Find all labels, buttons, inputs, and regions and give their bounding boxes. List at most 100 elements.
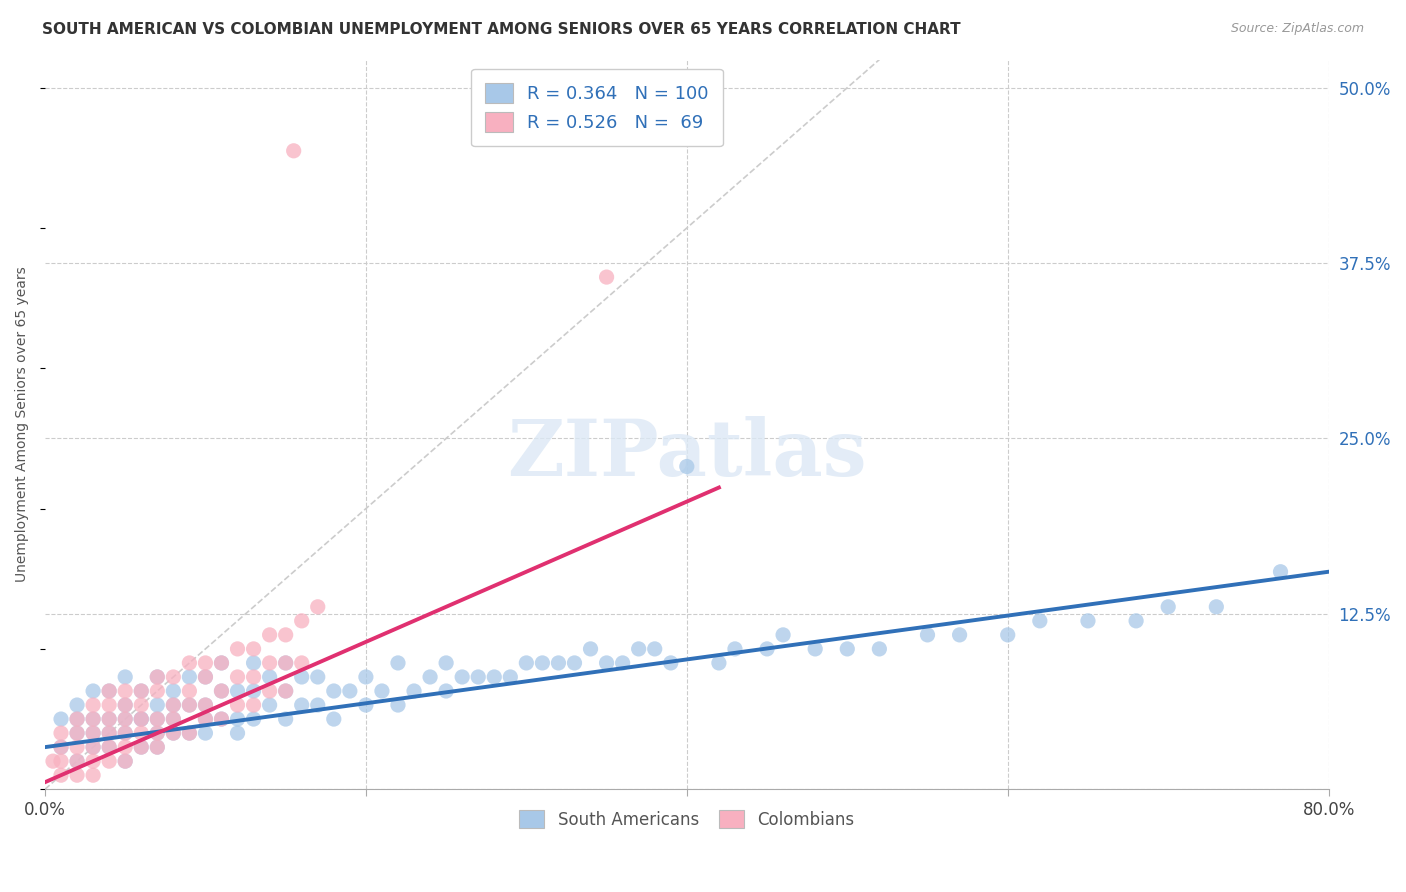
Point [114, 712, 136, 726]
Point [387, 656, 409, 670]
Point [98, 698, 121, 712]
Point [434, 684, 457, 698]
Point [595, 656, 617, 670]
Point [339, 684, 361, 698]
Point [49, 726, 72, 740]
Point [307, 698, 329, 712]
Point [291, 656, 314, 670]
Point [274, 712, 297, 726]
Point [179, 698, 201, 712]
Point [659, 656, 682, 670]
Point [354, 670, 377, 684]
Point [82, 740, 104, 755]
Point [307, 670, 329, 684]
Point [211, 656, 233, 670]
Point [1125, 614, 1147, 628]
Point [82, 726, 104, 740]
Point [226, 726, 249, 740]
Point [837, 641, 859, 656]
Point [259, 656, 281, 670]
Point [114, 726, 136, 740]
Point [434, 656, 457, 670]
Point [194, 698, 217, 712]
Point [66, 726, 89, 740]
Point [724, 641, 747, 656]
Point [146, 698, 169, 712]
Point [707, 656, 730, 670]
Point [242, 670, 264, 684]
Point [162, 698, 184, 712]
Point [1270, 565, 1292, 579]
Point [259, 698, 281, 712]
Point [49, 740, 72, 755]
Point [129, 684, 152, 698]
Point [259, 670, 281, 684]
Point [49, 768, 72, 782]
Point [499, 670, 522, 684]
Point [226, 712, 249, 726]
Point [146, 684, 169, 698]
Point [579, 641, 602, 656]
Point [146, 712, 169, 726]
Point [274, 684, 297, 698]
Point [98, 740, 121, 755]
Point [98, 684, 121, 698]
Point [66, 698, 89, 712]
Point [211, 712, 233, 726]
Point [114, 726, 136, 740]
Point [146, 740, 169, 755]
Point [162, 726, 184, 740]
Point [179, 684, 201, 698]
Point [179, 726, 201, 740]
Point [66, 712, 89, 726]
Point [291, 698, 314, 712]
Point [259, 684, 281, 698]
Point [307, 599, 329, 614]
Point [595, 270, 617, 285]
Point [66, 754, 89, 768]
Point [49, 754, 72, 768]
Point [129, 698, 152, 712]
Point [129, 740, 152, 755]
Point [129, 712, 152, 726]
Point [194, 712, 217, 726]
Point [259, 628, 281, 642]
Point [98, 684, 121, 698]
Point [675, 459, 697, 474]
Point [242, 656, 264, 670]
Point [129, 726, 152, 740]
Point [772, 628, 794, 642]
Point [98, 712, 121, 726]
Point [211, 684, 233, 698]
Point [322, 684, 344, 698]
Point [114, 754, 136, 768]
Point [82, 698, 104, 712]
Point [162, 712, 184, 726]
Point [146, 740, 169, 755]
Point [612, 656, 634, 670]
Point [242, 698, 264, 712]
Point [146, 712, 169, 726]
Point [129, 684, 152, 698]
Point [66, 768, 89, 782]
Point [66, 712, 89, 726]
Point [242, 684, 264, 698]
Point [274, 628, 297, 642]
Point [226, 641, 249, 656]
Point [291, 614, 314, 628]
Point [162, 684, 184, 698]
Point [146, 726, 169, 740]
Point [547, 656, 569, 670]
Point [226, 684, 249, 698]
Point [644, 641, 666, 656]
Point [283, 144, 305, 158]
Point [194, 698, 217, 712]
Point [66, 740, 89, 755]
Point [194, 670, 217, 684]
Point [49, 712, 72, 726]
Point [226, 670, 249, 684]
Y-axis label: Unemployment Among Seniors over 65 years: Unemployment Among Seniors over 65 years [15, 267, 30, 582]
Point [66, 754, 89, 768]
Point [322, 712, 344, 726]
Point [402, 684, 425, 698]
